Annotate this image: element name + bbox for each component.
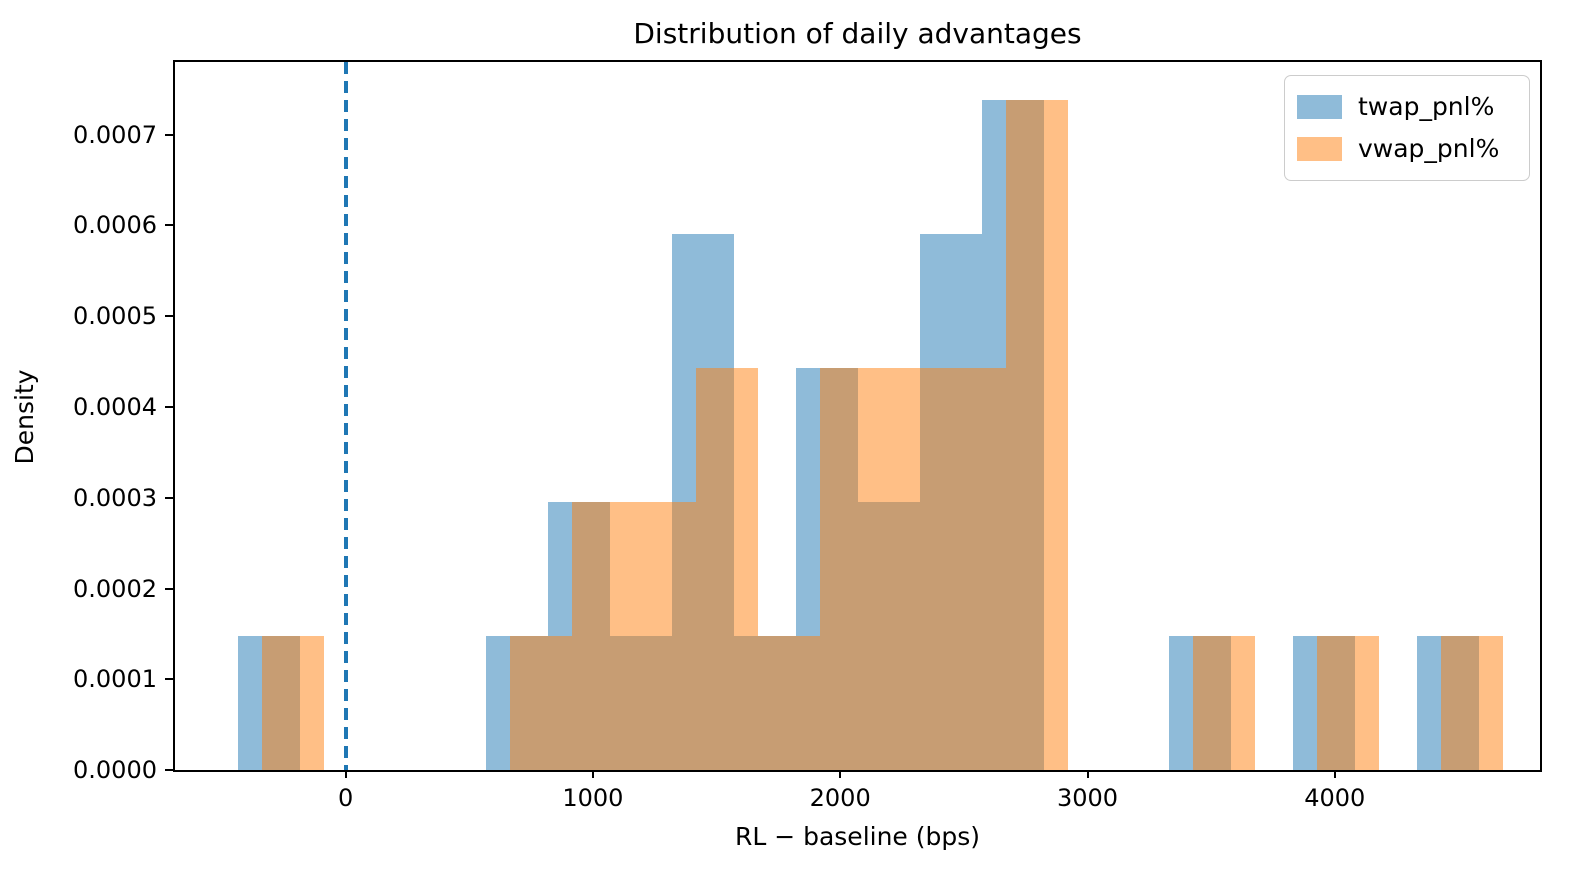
x-axis-label: RL − baseline (bps) (734, 822, 981, 851)
y-tick (165, 405, 173, 408)
histogram-bar-vwap (758, 636, 821, 770)
legend-row-twap: twap_pnl% (1297, 86, 1517, 128)
x-tick-label: 3000 (1056, 784, 1119, 812)
legend: twap_pnl% vwap_pnl% (1284, 75, 1530, 181)
histogram-bar-vwap (1440, 636, 1503, 770)
y-tick (165, 315, 173, 318)
histogram-bar-vwap (882, 368, 945, 770)
y-tick-label: 0.0005 (73, 302, 157, 331)
x-tick-label: 1000 (562, 784, 624, 812)
histogram-bar-vwap (944, 368, 1007, 770)
y-tick (165, 133, 173, 136)
histogram-bar-vwap (696, 368, 759, 770)
y-tick (165, 496, 173, 499)
y-tick-label: 0.0001 (73, 665, 157, 694)
histogram-bar-vwap (509, 636, 572, 770)
x-tick-label: 2000 (809, 784, 871, 812)
x-tick-label: 4000 (1304, 784, 1366, 812)
zero-dashed-line (343, 62, 348, 770)
y-tick-label: 0.0006 (73, 211, 157, 240)
y-tick-label: 0.0007 (73, 120, 157, 149)
y-tick-label: 0.0000 (73, 756, 157, 784)
x-tick-label: 0 (337, 784, 354, 812)
legend-swatch-vwap (1297, 137, 1342, 161)
y-tick-label: 0.0002 (73, 574, 157, 603)
histogram-bar-vwap (1192, 636, 1255, 770)
y-tick-label: 0.0003 (73, 483, 157, 512)
chart-title: Distribution of daily advantages (633, 17, 1082, 50)
histogram-bars-layer (175, 62, 1540, 770)
x-tick (344, 770, 347, 778)
x-tick (1086, 770, 1089, 778)
y-tick (165, 587, 173, 590)
legend-swatch-twap (1297, 95, 1342, 119)
legend-label-twap: twap_pnl% (1358, 92, 1495, 121)
y-tick (165, 678, 173, 681)
y-tick (165, 769, 173, 771)
histogram-bar-vwap (820, 368, 883, 770)
histogram-bar-vwap (1316, 636, 1379, 770)
x-tick (591, 770, 594, 778)
x-tick (839, 770, 842, 778)
legend-label-vwap: vwap_pnl% (1358, 134, 1500, 163)
y-tick (165, 224, 173, 227)
histogram-bar-vwap (1006, 100, 1069, 770)
x-tick (1333, 770, 1336, 778)
y-axis-label: Density (10, 369, 39, 465)
legend-row-vwap: vwap_pnl% (1297, 128, 1517, 170)
histogram-bar-vwap (634, 502, 697, 770)
y-tick-label: 0.0004 (73, 392, 157, 421)
histogram-bar-vwap (571, 502, 634, 770)
histogram-bar-vwap (261, 636, 324, 770)
